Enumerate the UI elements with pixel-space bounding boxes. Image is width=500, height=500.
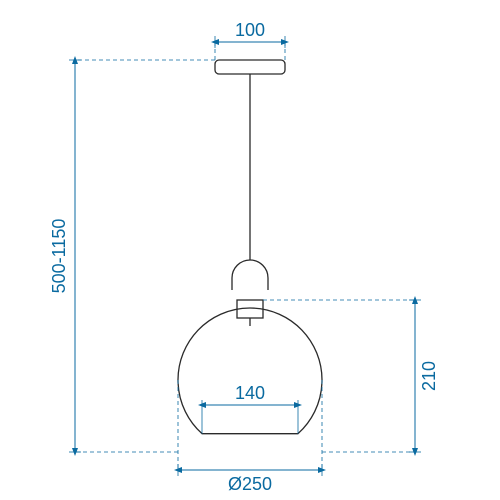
hook-arm: [232, 260, 268, 290]
globe-shade: [178, 308, 322, 434]
dim-globe-height-label: 210: [419, 361, 439, 391]
dim-globe-diameter-label: Ø250: [228, 474, 272, 494]
dim-canopy-width-label: 100: [235, 20, 265, 40]
dim-overall-height-label: 500-1150: [49, 219, 69, 294]
dim-opening-width-label: 140: [235, 383, 265, 403]
ceiling-canopy: [215, 60, 285, 74]
